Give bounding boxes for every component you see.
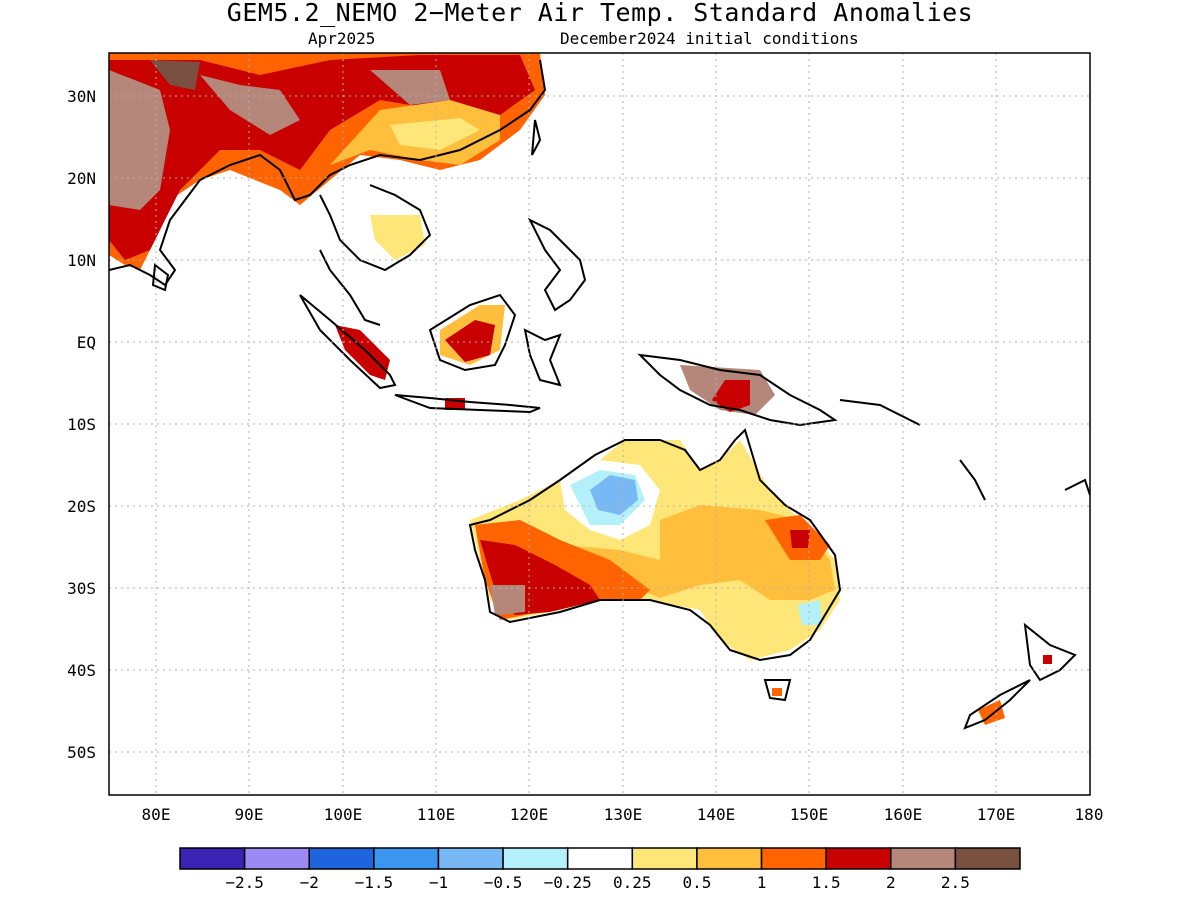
australia-west-2p5: [490, 585, 525, 615]
nz-anomaly-2: [1043, 655, 1052, 664]
lat-label: 30S: [67, 579, 96, 598]
colorbar-label: 1: [757, 873, 767, 892]
australia-ne-2: [790, 530, 810, 548]
australia-se-neg: [798, 600, 822, 625]
tibet-anomaly-2p5: [200, 75, 300, 135]
lat-label: 30N: [67, 87, 96, 106]
tasmania-anomaly: [772, 688, 782, 696]
sumatra-anomaly: [335, 325, 390, 380]
colorbar-swatch: [954, 847, 1021, 870]
colorbar-swatch: [566, 847, 634, 870]
png-anomaly-2: [712, 380, 750, 412]
lon-label: 100E: [324, 805, 363, 824]
lon-label: 110E: [417, 805, 456, 824]
plot-frame: [108, 52, 1091, 796]
initial-conditions-label: December2024 initial conditions: [560, 29, 859, 48]
lat-label: 10N: [67, 251, 96, 270]
map-title: GEM5.2_NEMO 2−Meter Air Temp. Standard A…: [226, 0, 974, 27]
coast-java: [394, 394, 541, 414]
colorbar-swatch: [502, 847, 569, 870]
lat-label: 50S: [67, 743, 96, 762]
china-anomaly-2p5: [370, 70, 450, 105]
lon-label: 80E: [142, 805, 171, 824]
coast-vanuatu: [959, 459, 986, 501]
lon-label: 120E: [510, 805, 549, 824]
coast-indochina: [319, 184, 432, 272]
lon-label: 150E: [790, 805, 829, 824]
colorbar-swatch: [308, 847, 375, 870]
lat-label: 20N: [67, 169, 96, 188]
lat-label: EQ: [77, 333, 96, 352]
colorbar-label: −0.5: [484, 873, 523, 892]
coast-solomons: [839, 399, 921, 426]
anomaly-fields: [109, 53, 1052, 725]
coastlines: [109, 59, 1090, 730]
borneo-anomaly-2: [445, 320, 495, 362]
coast-srilanka: [151, 263, 170, 292]
coast-sulawesi: [523, 328, 562, 387]
coast-png: [637, 353, 838, 427]
coast-philippines: [527, 217, 587, 312]
nz-anomaly-1: [978, 700, 1005, 725]
asia-anomaly-2p5b: [150, 60, 200, 90]
lon-label: 90E: [235, 805, 264, 824]
forecast-month: Apr2025: [308, 29, 376, 48]
colorbar-label: −1.5: [355, 873, 394, 892]
colorbar-swatch: [243, 847, 310, 870]
colorbar-swatch: [696, 847, 763, 870]
colorbar-swatch: [760, 847, 827, 870]
coast-nz-south: [963, 679, 1031, 730]
colorbar-swatch: [437, 847, 504, 870]
coast-malay: [319, 249, 381, 326]
coast-asia: [109, 59, 547, 287]
lon-label: 160E: [884, 805, 923, 824]
colorbar-label: 2: [886, 873, 896, 892]
lon-label: 170E: [977, 805, 1016, 824]
colorbar-label: −2: [300, 873, 319, 892]
coast-australia: [468, 428, 842, 662]
asia-anomaly-2p5: [109, 70, 170, 210]
graticule: [109, 53, 1090, 795]
latitude-labels: 30N 20N 10N EQ 10S 20S 30S 40S 50S: [67, 87, 96, 762]
colorbar-swatch: [825, 847, 892, 870]
longitude-labels: 80E 90E 100E 110E 120E 130E 140E 150E 160E 170E 18…: [142, 805, 1104, 824]
coast-tasmania: [763, 679, 792, 702]
lon-label: 180: [1075, 805, 1104, 824]
colorbar-label: −0.25: [544, 873, 592, 892]
coast-taiwan: [531, 119, 542, 156]
colorbar-labels: −2.5 −2 −1.5 −1 −0.5 −0.25 0.25 0.5 1 1.5 2 2.5: [225, 873, 969, 892]
colorbar-label: 2.5: [941, 873, 970, 892]
colorbar-swatch: [373, 847, 440, 870]
lon-label: 130E: [604, 805, 643, 824]
colorbar-swatch: [179, 847, 246, 870]
colorbar-swatch: [890, 847, 957, 870]
lon-label: 140E: [697, 805, 736, 824]
colorbar-label: −2.5: [225, 873, 264, 892]
lat-label: 40S: [67, 661, 96, 680]
lat-label: 20S: [67, 497, 96, 516]
colorbar: [179, 847, 1021, 870]
colorbar-label: 1.5: [812, 873, 841, 892]
colorbar-label: 0.25: [613, 873, 652, 892]
lat-label: 10S: [67, 415, 96, 434]
coast-borneo: [428, 293, 517, 372]
coast-sumatra: [299, 294, 397, 390]
colorbar-swatch: [631, 847, 698, 870]
australia-anomaly-neg0p5: [590, 475, 638, 515]
colorbar-label: 0.5: [682, 873, 711, 892]
china-anomaly-0p25: [390, 118, 480, 150]
coast-nz-north: [1023, 622, 1077, 682]
indochina-anomaly: [370, 215, 425, 260]
colorbar-label: −1: [429, 873, 448, 892]
coast-fiji: [1064, 478, 1090, 496]
